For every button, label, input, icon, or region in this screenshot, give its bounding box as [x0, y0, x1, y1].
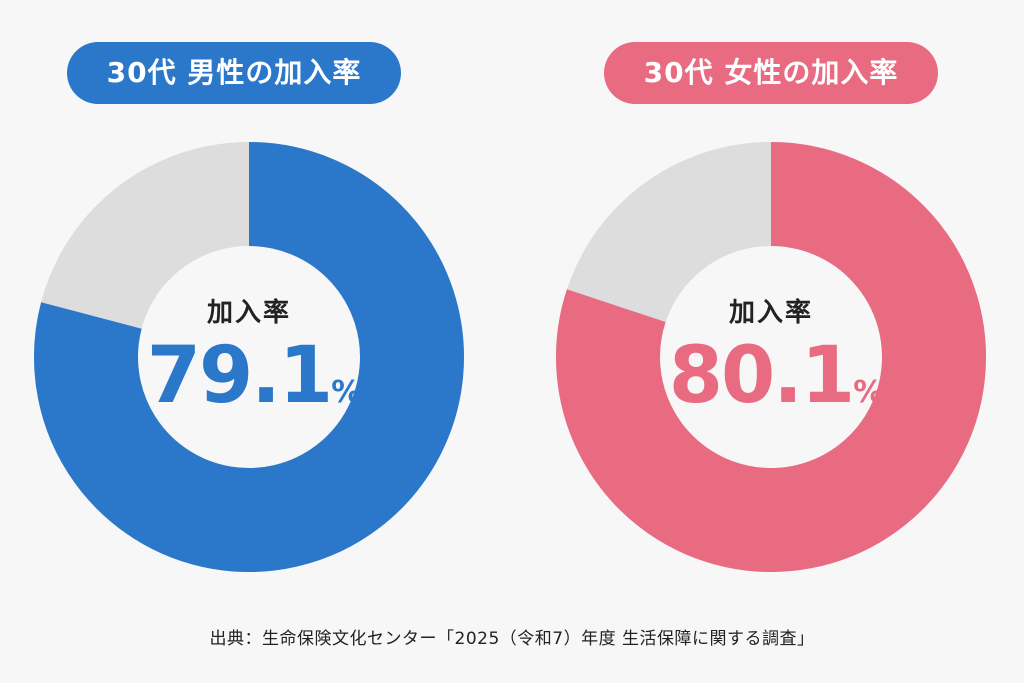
value-unit-male: % — [331, 375, 362, 410]
chart-female-panel: 30代 女性の加入率 加入率 80.1% — [512, 0, 1024, 600]
donut-chart-female — [556, 142, 986, 572]
chart-male-panel: 30代 男性の加入率 加入率 79.1% — [0, 0, 512, 600]
source-note: 出典：生命保険文化センター「2025（令和7）年度 生活保障に関する調査」 — [209, 629, 815, 649]
chart-title-male: 30代 男性の加入率 — [67, 42, 401, 104]
center-label-female: 加入率 — [728, 298, 813, 328]
value-number-female: 80.1 — [668, 331, 855, 421]
value-number-male: 79.1 — [146, 331, 333, 421]
center-label-male: 加入率 — [206, 298, 291, 328]
value-unit-female: % — [853, 375, 884, 410]
donut-chart-male — [34, 142, 464, 572]
value-label-female: 80.1% — [646, 336, 906, 433]
chart-title-female: 30代 女性の加入率 — [604, 42, 938, 104]
donut-slice-female — [556, 142, 986, 572]
value-label-male: 79.1% — [124, 336, 384, 433]
donut-slice-male — [34, 142, 464, 572]
